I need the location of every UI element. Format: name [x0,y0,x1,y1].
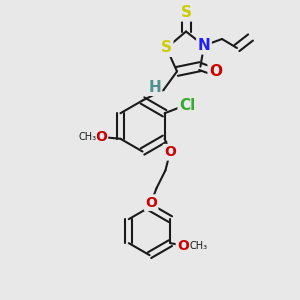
Text: S: S [161,40,172,56]
Text: O: O [177,238,189,253]
Text: O: O [209,64,222,80]
Text: CH₃: CH₃ [78,132,97,142]
Text: S: S [181,5,191,20]
Text: O: O [145,196,157,210]
Text: O: O [95,130,107,144]
Text: CH₃: CH₃ [190,241,208,250]
Text: Cl: Cl [179,98,195,113]
Text: N: N [198,38,210,53]
Text: O: O [164,145,176,159]
Text: H: H [148,80,161,94]
